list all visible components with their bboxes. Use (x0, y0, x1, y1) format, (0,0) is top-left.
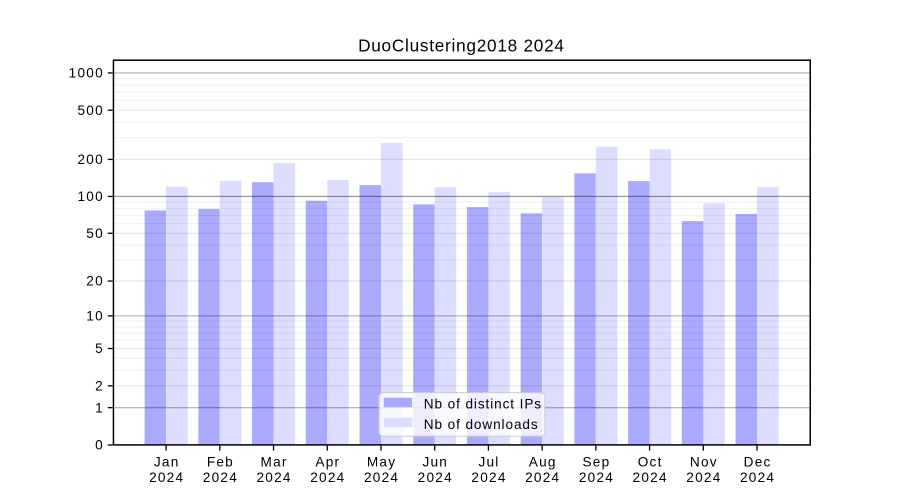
svg-text:2024: 2024 (525, 470, 560, 485)
svg-text:2024: 2024 (686, 470, 721, 485)
svg-text:Sep: Sep (582, 454, 610, 469)
svg-text:Nb of distinct IPs: Nb of distinct IPs (424, 397, 542, 412)
svg-text:2024: 2024 (579, 470, 614, 485)
svg-text:2024: 2024 (364, 470, 399, 485)
svg-text:Apr: Apr (315, 454, 340, 469)
svg-text:0: 0 (95, 438, 104, 453)
svg-text:Feb: Feb (207, 454, 234, 469)
svg-text:Nb of downloads: Nb of downloads (424, 417, 539, 432)
svg-text:2024: 2024 (633, 470, 668, 485)
svg-text:500: 500 (77, 103, 103, 118)
svg-text:Aug: Aug (529, 454, 557, 469)
svg-text:Oct: Oct (638, 454, 663, 469)
svg-text:2024: 2024 (471, 470, 506, 485)
svg-text:Jan: Jan (154, 454, 180, 469)
svg-text:Jun: Jun (422, 454, 448, 469)
svg-text:10: 10 (86, 309, 104, 324)
svg-text:May: May (367, 454, 396, 469)
svg-text:100: 100 (77, 189, 103, 204)
svg-text:1: 1 (95, 400, 104, 415)
svg-text:2024: 2024 (257, 470, 292, 485)
svg-text:50: 50 (86, 226, 104, 241)
svg-text:2024: 2024 (418, 470, 453, 485)
svg-text:Jul: Jul (478, 454, 499, 469)
svg-text:2024: 2024 (149, 470, 184, 485)
svg-text:20: 20 (86, 274, 104, 289)
svg-text:5: 5 (95, 341, 104, 356)
svg-text:1000: 1000 (69, 66, 104, 81)
svg-text:2: 2 (95, 379, 104, 394)
svg-text:Dec: Dec (744, 454, 772, 469)
svg-text:2024: 2024 (310, 470, 345, 485)
svg-text:DuoClustering2018 2024: DuoClustering2018 2024 (358, 35, 565, 55)
svg-text:Mar: Mar (261, 454, 288, 469)
svg-text:2024: 2024 (203, 470, 238, 485)
svg-text:200: 200 (77, 152, 103, 167)
svg-text:Nov: Nov (690, 454, 718, 469)
svg-text:2024: 2024 (740, 470, 775, 485)
